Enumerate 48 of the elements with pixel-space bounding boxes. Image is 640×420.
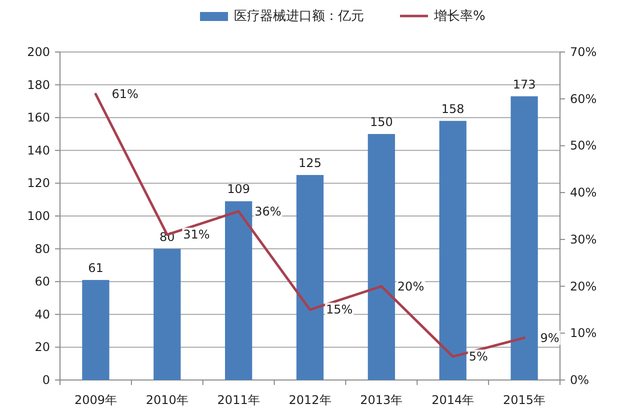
data-label: 9%	[540, 330, 560, 345]
x-tick-label: 2010年	[146, 393, 188, 407]
y-tick-label: 160	[27, 110, 50, 125]
bar	[510, 96, 538, 380]
y-tick-label: 40	[34, 307, 50, 322]
data-label: 61%	[112, 87, 138, 102]
bar	[439, 120, 466, 380]
y-tick-label: 20	[34, 340, 50, 354]
bar	[225, 201, 252, 380]
data-label: 125	[298, 156, 322, 170]
x-tick-label: 2015年	[503, 393, 546, 407]
y2-tick-label: 10%	[570, 326, 597, 340]
y2-tick-label: 30%	[570, 232, 597, 246]
bar	[82, 280, 110, 380]
bar	[368, 134, 395, 380]
y-tick-label: 120	[27, 176, 50, 190]
y2-tick-label: 0%	[570, 373, 590, 387]
y2-tick-label: 70%	[570, 45, 597, 59]
data-label: 31%	[183, 228, 210, 242]
data-label: 5%	[468, 350, 488, 364]
y-tick-label: 140	[27, 143, 50, 158]
y-tick-label: 80	[34, 242, 50, 256]
x-tick-label: 2011年	[217, 393, 260, 407]
y2-tick-label: 40%	[570, 186, 597, 200]
data-label: 109	[227, 182, 250, 196]
x-tick-label: 2014年	[432, 393, 474, 407]
y-tick-label: 60	[34, 274, 50, 289]
data-label: 15%	[326, 302, 353, 317]
data-label: 20%	[397, 279, 424, 294]
bar	[154, 248, 181, 380]
x-tick-label: 2012年	[288, 393, 332, 407]
data-label: 150	[370, 115, 393, 129]
y-tick-label: 100	[27, 209, 50, 223]
data-label: 61	[88, 260, 104, 275]
y-tick-label: 180	[27, 78, 50, 92]
y-tick-label: 200	[27, 45, 50, 59]
x-tick-label: 2009年	[74, 393, 117, 407]
y2-tick-label: 50%	[570, 138, 597, 153]
y2-tick-label: 60%	[570, 92, 597, 106]
data-label: 36%	[254, 204, 282, 218]
x-tick-label: 2013年	[360, 393, 403, 407]
y-tick-label: 0	[42, 373, 50, 387]
data-label: 173	[512, 77, 536, 92]
legend-label: 医疗器械进口额：亿元	[234, 9, 364, 24]
bar	[296, 175, 324, 380]
data-label: 158	[441, 102, 464, 116]
y2-tick-label: 20%	[570, 279, 597, 294]
legend-label: 增长率%	[433, 8, 486, 24]
